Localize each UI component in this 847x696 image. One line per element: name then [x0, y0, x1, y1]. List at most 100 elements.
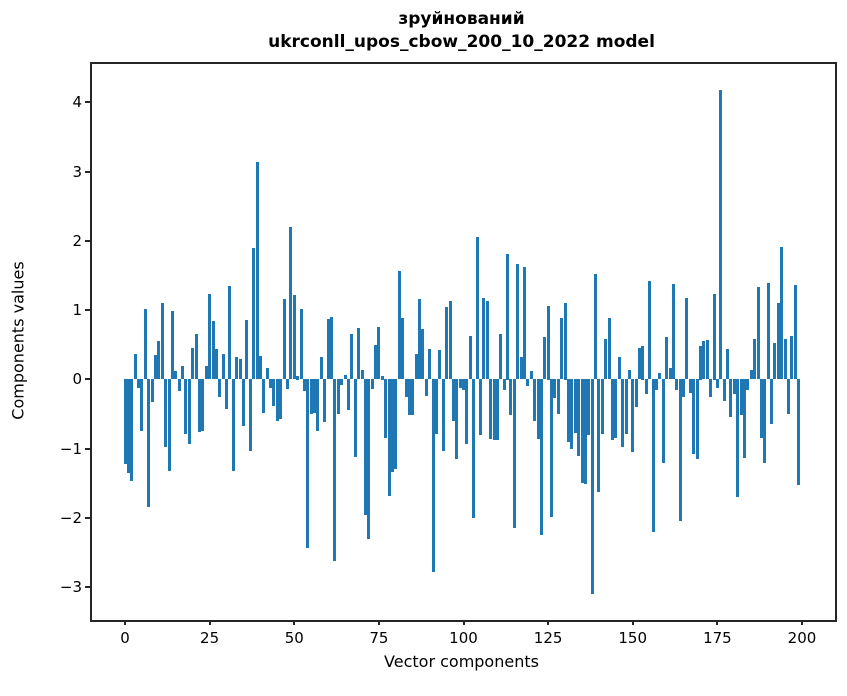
bar — [272, 379, 276, 406]
bar — [773, 343, 777, 380]
x-tick-mark — [293, 620, 296, 625]
bar — [252, 247, 256, 380]
x-tick-label: 75 — [369, 629, 389, 647]
bar — [289, 226, 293, 380]
bar — [668, 367, 672, 380]
bar — [455, 379, 459, 460]
bar — [255, 162, 259, 380]
bar — [583, 379, 587, 485]
bar — [617, 357, 621, 380]
bar — [167, 379, 171, 471]
bar — [323, 379, 327, 423]
bar — [123, 379, 127, 464]
bar — [682, 379, 685, 398]
chart-subtitle: ukrconll_upos_cbow_200_10_2022 model — [268, 32, 655, 52]
y-tick-mark — [85, 239, 90, 242]
bar — [343, 375, 347, 380]
bar — [783, 339, 787, 380]
bar — [685, 298, 689, 380]
bar — [319, 357, 323, 380]
bar — [411, 379, 415, 416]
bar — [316, 379, 320, 431]
bar — [634, 379, 638, 408]
bar — [313, 379, 317, 414]
bar — [651, 379, 655, 532]
bar — [445, 307, 449, 380]
bar — [614, 379, 618, 439]
bar — [566, 379, 570, 443]
y-tick-label: −3 — [59, 578, 82, 597]
y-axis-label: Components values — [8, 261, 28, 420]
bar — [143, 309, 147, 380]
bar — [529, 371, 533, 380]
bar — [587, 379, 591, 435]
bar — [492, 379, 496, 441]
bar — [299, 308, 303, 380]
bar — [631, 379, 635, 453]
y-tick-label: 1 — [72, 301, 82, 320]
bar — [577, 379, 581, 457]
bar — [177, 379, 181, 392]
bar — [201, 379, 205, 431]
bar — [698, 345, 702, 380]
bar — [292, 294, 296, 380]
bar — [516, 264, 520, 380]
bar — [468, 335, 472, 380]
bar — [519, 357, 523, 380]
bar — [621, 379, 625, 448]
bar — [790, 335, 794, 380]
bar — [604, 339, 608, 380]
bar — [394, 379, 398, 469]
bar — [130, 379, 134, 482]
bar — [198, 379, 201, 433]
bar — [309, 379, 313, 415]
bar — [763, 379, 767, 463]
bar — [600, 379, 604, 435]
bar — [401, 318, 405, 380]
bar — [580, 379, 584, 483]
bar — [756, 286, 760, 380]
y-tick-mark — [85, 447, 90, 450]
bar — [428, 348, 432, 380]
bar — [759, 379, 763, 439]
bar — [353, 379, 357, 457]
bar — [211, 320, 215, 380]
bar — [654, 379, 658, 391]
bar — [154, 355, 157, 380]
x-tick-label: 0 — [120, 629, 130, 647]
bar — [787, 379, 790, 415]
bar — [550, 379, 553, 517]
bar — [448, 301, 452, 380]
bar — [489, 379, 493, 439]
bar — [610, 379, 614, 441]
bar — [164, 379, 168, 448]
bar — [367, 379, 371, 539]
bar — [705, 339, 709, 380]
x-axis-label: Vector components — [384, 652, 539, 671]
y-tick-label: 3 — [72, 162, 82, 181]
bar — [536, 379, 540, 439]
bar — [475, 236, 479, 380]
x-tick-mark — [462, 620, 465, 625]
bar — [678, 379, 682, 522]
bar — [414, 353, 418, 380]
bar — [732, 379, 736, 394]
bar — [712, 293, 716, 380]
bar — [563, 302, 567, 380]
y-tick-label: 4 — [72, 93, 82, 112]
bar — [225, 379, 229, 410]
bar — [736, 379, 740, 498]
bar — [661, 379, 665, 463]
bar — [438, 350, 442, 380]
bar — [238, 358, 242, 380]
bar — [522, 267, 526, 380]
bar — [326, 319, 330, 380]
y-tick-mark — [85, 378, 90, 381]
bar — [780, 247, 784, 380]
bar — [184, 379, 188, 435]
bar — [573, 379, 577, 434]
bar — [590, 379, 594, 595]
bar — [797, 379, 801, 486]
bar — [269, 379, 273, 388]
bar — [407, 379, 411, 416]
